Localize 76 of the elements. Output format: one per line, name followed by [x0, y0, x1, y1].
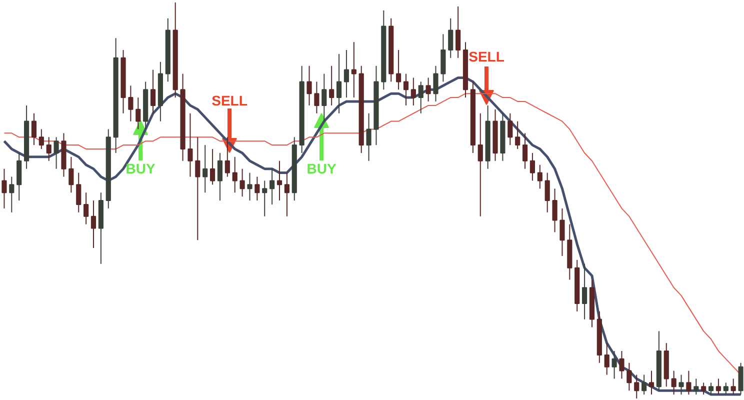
candlestick	[582, 263, 588, 320]
candlestick	[515, 120, 520, 150]
candlestick	[723, 382, 728, 396]
candlestick	[31, 112, 37, 146]
candlestick	[254, 176, 260, 201]
candlestick	[240, 168, 245, 198]
candlestick	[344, 50, 350, 98]
annotation: SELL	[212, 92, 248, 108]
candlestick	[232, 156, 238, 194]
candlestick	[440, 34, 446, 82]
candlestick	[195, 136, 200, 241]
candlestick	[433, 65, 438, 102]
candlestick	[410, 77, 416, 106]
candlestick	[612, 350, 617, 380]
candlestick	[678, 374, 684, 396]
candlestick	[210, 148, 216, 186]
candlestick	[396, 50, 402, 90]
candlestick	[738, 362, 744, 396]
candlestick	[262, 180, 268, 217]
candlestick	[560, 208, 565, 256]
candlestick	[671, 370, 676, 396]
candlestick	[418, 81, 424, 114]
candlestick	[694, 378, 699, 396]
candlestick	[701, 382, 706, 396]
candlestick	[537, 164, 542, 190]
candlestick	[604, 342, 610, 376]
annotation: SELL	[468, 48, 505, 64]
candlestick	[552, 188, 558, 233]
candlestick	[329, 65, 334, 106]
candlestick	[224, 136, 230, 178]
candlestick	[46, 136, 52, 162]
candlestick	[90, 200, 96, 249]
candlestick	[619, 350, 624, 380]
candlestick	[150, 69, 156, 114]
candlestick	[626, 362, 632, 392]
candlestick	[68, 156, 74, 194]
candlestick	[38, 128, 44, 150]
candlestick	[16, 152, 22, 201]
candlestick	[456, 6, 461, 58]
candlestick	[128, 85, 134, 122]
candlestick	[306, 65, 312, 106]
candlestick	[351, 42, 356, 98]
candlestick	[84, 192, 89, 225]
candlestick	[270, 168, 275, 205]
candlestick	[276, 160, 282, 201]
candlestick	[136, 97, 141, 130]
candlestick	[314, 81, 320, 114]
candlestick	[202, 144, 208, 194]
candlestick	[522, 132, 528, 170]
candlestick	[478, 112, 483, 217]
candlestick	[530, 152, 536, 182]
candlestick	[217, 152, 223, 201]
candlestick	[708, 382, 714, 396]
candlestick	[642, 374, 647, 396]
candlestick	[730, 378, 736, 396]
candlestick	[188, 112, 193, 178]
candlestick	[634, 374, 640, 400]
candlestick	[508, 112, 513, 146]
candlestick	[366, 112, 372, 162]
candlestick	[686, 370, 692, 396]
annotation: BUY	[126, 160, 156, 176]
candlestick	[336, 53, 342, 114]
candlestick	[76, 172, 82, 213]
candlestick	[403, 73, 409, 106]
candlestick	[426, 77, 431, 102]
candlestick	[247, 172, 252, 201]
candlestick	[284, 172, 290, 217]
annotation: BUY	[306, 160, 337, 176]
candlestick	[9, 176, 14, 213]
candlestick	[716, 378, 722, 396]
candlestick	[648, 370, 654, 396]
candlestick	[448, 18, 454, 58]
candlestick	[322, 73, 327, 122]
candlestick	[54, 136, 59, 170]
candlestick	[2, 168, 7, 209]
candlestick	[544, 172, 550, 213]
